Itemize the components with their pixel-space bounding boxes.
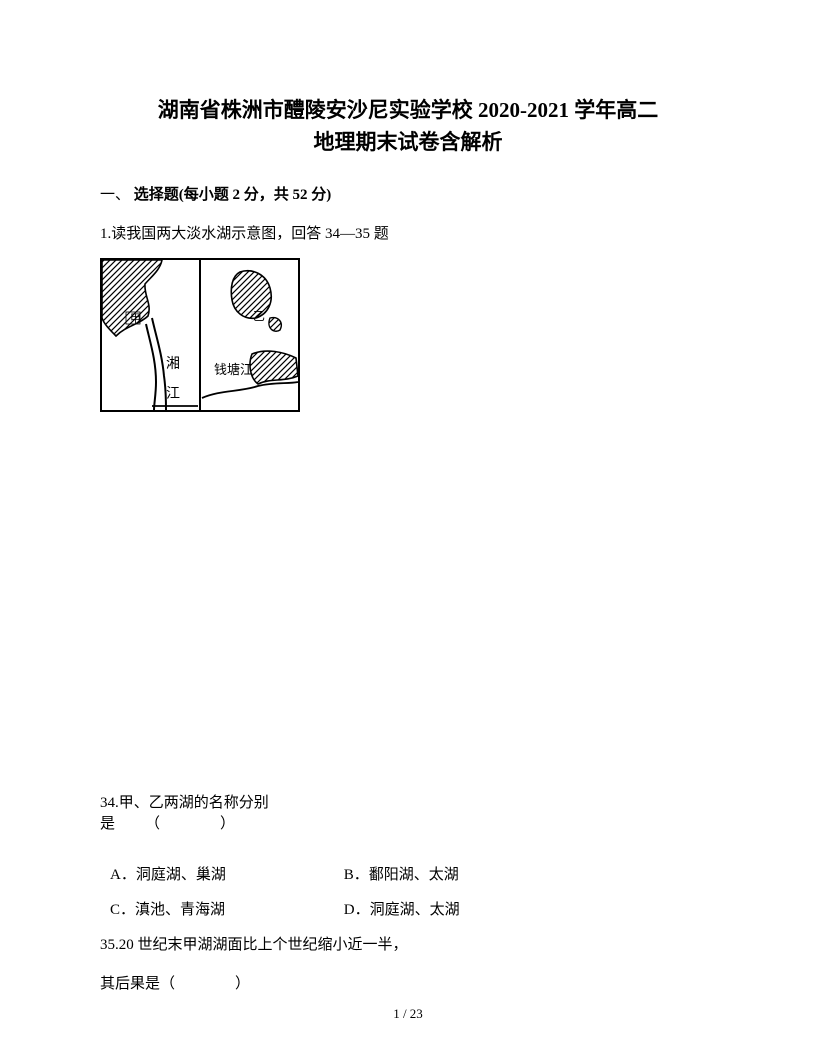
map-figure: 甲 湘 江 乙 钱塘江: [100, 258, 716, 413]
q35-line1: 35.20 世纪末甲湖湖面比上个世纪缩小近一半，: [100, 933, 716, 954]
q34-line1: 34.甲、乙两湖的名称分别: [100, 793, 716, 814]
title-line-1: 湖南省株洲市醴陵安沙尼实验学校 2020-2021 学年高二: [100, 95, 716, 127]
option-C: C．滇池、青海湖: [110, 898, 340, 919]
q34-options-row-2: C．滇池、青海湖 D．洞庭湖、太湖: [100, 898, 716, 919]
q35-close: ）: [235, 976, 250, 992]
label-qiantang: 钱塘江: [214, 362, 253, 377]
lake-map-svg: 甲 湘 江 乙 钱塘江: [100, 258, 300, 413]
section-label: 选择题(每小题 2 分，共 52 分): [134, 187, 332, 203]
option-D: D．洞庭湖、太湖: [344, 898, 460, 919]
label-jia: 甲: [130, 313, 141, 325]
q34-line2-prefix: 是: [100, 816, 115, 832]
section-prefix: 一、: [100, 187, 134, 203]
page-number: 1 / 23: [0, 1006, 816, 1022]
q34-paren-close: ）: [220, 816, 235, 832]
q35-prefix: 其后果是（: [100, 976, 175, 992]
label-jiang: 江: [166, 386, 180, 402]
option-A: A．洞庭湖、巢湖: [110, 863, 340, 884]
q34-line2: 是 （ ）: [100, 814, 716, 835]
option-B: B．鄱阳湖、太湖: [344, 863, 459, 884]
document-title: 湖南省株洲市醴陵安沙尼实验学校 2020-2021 学年高二 地理期末试卷含解析: [100, 95, 716, 158]
section-header: 一、 选择题(每小题 2 分，共 52 分): [100, 183, 716, 204]
q35-line2: 其后果是（ ）: [100, 972, 716, 993]
label-xiang: 湘: [166, 356, 180, 372]
q34-options-row-1: A．洞庭湖、巢湖 B．鄱阳湖、太湖: [100, 863, 716, 884]
title-line-2: 地理期末试卷含解析: [100, 127, 716, 159]
question-1-text: 1.读我国两大淡水湖示意图，回答 34—35 题: [100, 222, 716, 246]
label-yi: 乙: [253, 309, 265, 323]
q34-paren-open: （: [145, 816, 160, 832]
